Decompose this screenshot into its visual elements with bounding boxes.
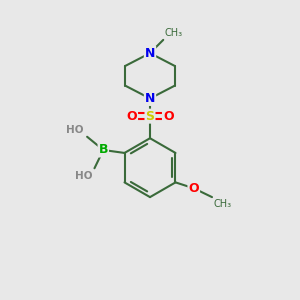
Text: O: O: [163, 110, 174, 123]
Text: HO: HO: [66, 125, 84, 135]
Text: B: B: [99, 143, 108, 157]
Text: HO: HO: [75, 171, 92, 181]
Text: N: N: [145, 46, 155, 60]
Text: N: N: [145, 92, 155, 105]
Text: O: O: [188, 182, 199, 195]
Text: O: O: [126, 110, 137, 123]
Text: CH₃: CH₃: [214, 200, 232, 209]
Text: S: S: [146, 110, 154, 123]
Text: CH₃: CH₃: [165, 28, 183, 38]
